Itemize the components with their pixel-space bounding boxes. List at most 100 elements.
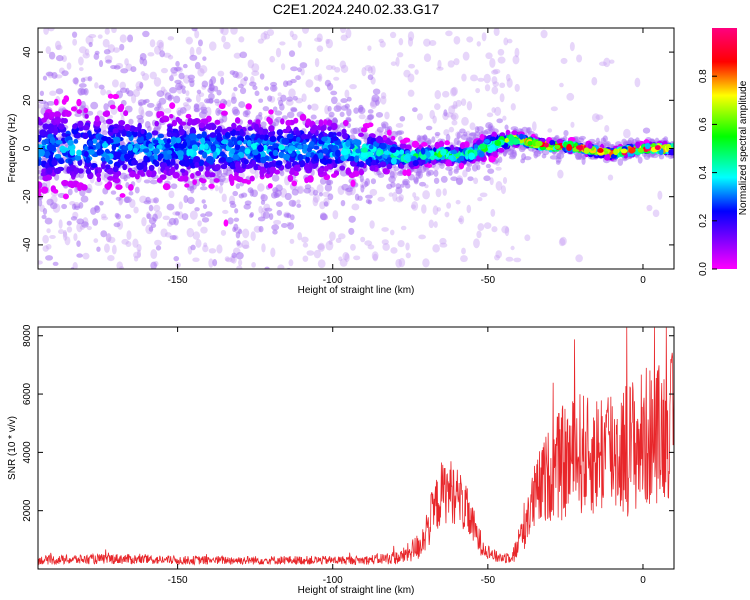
spectrogram-cell xyxy=(299,62,308,69)
spectrogram-cell xyxy=(350,243,356,251)
spectrogram-cell xyxy=(358,160,365,168)
spectrogram-cell xyxy=(128,191,134,196)
spectrogram-cell xyxy=(282,153,290,161)
spectrogram-cell xyxy=(166,203,175,211)
spectrogram-cell xyxy=(369,165,376,172)
spectrogram-cell xyxy=(549,155,558,160)
spectrogram-cell xyxy=(360,127,368,133)
spectrogram-cell xyxy=(339,165,346,171)
spectrogram-cell xyxy=(448,105,456,115)
spectrogram-cell xyxy=(87,75,93,82)
spectrogram-cell xyxy=(45,255,54,261)
spectrogram-cell xyxy=(285,119,292,126)
spectrogram-cell xyxy=(398,194,404,202)
spectrogram-cell xyxy=(183,195,189,204)
spectrogram-cell xyxy=(133,206,139,214)
spectrogram-cell xyxy=(136,137,144,144)
spectrogram-cell xyxy=(478,151,485,158)
spectrogram-cell xyxy=(125,87,130,95)
spectrogram-cell xyxy=(102,38,110,48)
spectrogram-cell xyxy=(298,186,303,194)
spectrogram-cell xyxy=(272,143,280,149)
spectrogram-cell xyxy=(501,225,510,234)
spectrogram-cell xyxy=(113,136,121,144)
spectrogram-cell xyxy=(532,121,537,132)
spectrogram-cell xyxy=(198,177,204,183)
spectrogram-cell xyxy=(266,116,272,123)
spectrogram-cell xyxy=(123,110,129,117)
spectrogram-cell xyxy=(207,87,215,94)
spectrogram-cell xyxy=(165,175,173,181)
spectrogram-cell xyxy=(281,115,288,120)
spectrogram-cell xyxy=(445,112,454,118)
spectrogram-cell xyxy=(197,39,203,47)
spectrogram-cell xyxy=(38,198,43,207)
spectrogram-cell xyxy=(239,51,248,59)
spectrogram-cell xyxy=(249,175,255,182)
spectrogram-cell xyxy=(296,203,302,208)
spectrogram-cell xyxy=(66,62,72,70)
spectrogram-cell xyxy=(80,195,89,203)
spectrogram-cell xyxy=(39,90,45,97)
spectrogram-cell xyxy=(436,207,442,212)
spectrogram-cell xyxy=(78,67,84,72)
spectrogram-cell xyxy=(262,211,270,219)
spectrogram-cell xyxy=(557,169,564,179)
spectrogram-cell xyxy=(62,229,68,238)
spectrogram-cell xyxy=(226,126,234,132)
spectrogram-cell xyxy=(470,74,479,82)
y-tick-label: 40 xyxy=(22,46,33,58)
spectrogram-cell xyxy=(197,67,205,77)
spectrogram-cell xyxy=(48,154,54,161)
spectrogram-cell xyxy=(566,92,575,101)
spectrogram-cell xyxy=(208,159,215,165)
spectrogram-cell xyxy=(296,199,301,204)
spectrogram-cell xyxy=(58,123,65,130)
spectrogram-cell xyxy=(88,34,97,39)
spectrogram-cell xyxy=(453,35,461,45)
spectrogram-cell xyxy=(53,111,61,119)
spectrogram-cell xyxy=(335,237,342,243)
spectrogram-cell xyxy=(591,76,598,86)
spectrogram-cell xyxy=(203,98,211,104)
spectrogram-cell xyxy=(440,175,448,183)
spectrogram-cell xyxy=(42,75,48,81)
x-tick-label: -150 xyxy=(168,275,188,286)
spectrogram-cell xyxy=(218,103,226,110)
spectrogram-cell xyxy=(234,117,241,124)
spectrogram-cell xyxy=(63,289,68,295)
spectrogram-cell xyxy=(72,77,79,85)
spectrogram-cell xyxy=(510,245,515,251)
spectrogram-cell xyxy=(388,175,396,183)
spectrogram-cell xyxy=(468,152,475,160)
snr-y-label: SNR (10 * v/v) xyxy=(7,416,18,480)
spectrogram-cell xyxy=(179,160,185,166)
spectrogram-cell xyxy=(45,243,52,250)
spectrogram-cell xyxy=(179,106,187,114)
spectrogram-cell xyxy=(540,29,548,39)
spectrogram-cell xyxy=(82,252,90,260)
spectrogram-cell xyxy=(73,205,80,211)
spectrogram-cell xyxy=(281,223,288,228)
spectrogram-cell xyxy=(101,142,109,149)
spectrogram-cell xyxy=(232,226,237,233)
spectrogram-cell xyxy=(94,115,100,123)
spectrogram-cell xyxy=(80,184,88,191)
spectrogram-cell xyxy=(72,262,78,269)
spectrogram-cell xyxy=(366,114,374,121)
spectrogram-cell xyxy=(45,46,52,55)
spectrogram-cell xyxy=(96,148,104,155)
spectrogram-cell xyxy=(182,140,187,148)
spectrogram-cell xyxy=(61,132,67,137)
spectrogram-cell xyxy=(231,106,239,115)
spectrogram-cell xyxy=(214,185,219,192)
spectrogram-cell xyxy=(514,47,520,58)
spectrogram-cell xyxy=(384,111,390,120)
spectrogram-cell xyxy=(408,63,416,69)
spectrogram-cell xyxy=(308,141,315,147)
spectrogram-cell xyxy=(452,100,458,109)
spectrogram-cell xyxy=(423,53,432,63)
spectrogram-cell xyxy=(511,130,518,136)
spectrogram-cell xyxy=(149,179,158,185)
